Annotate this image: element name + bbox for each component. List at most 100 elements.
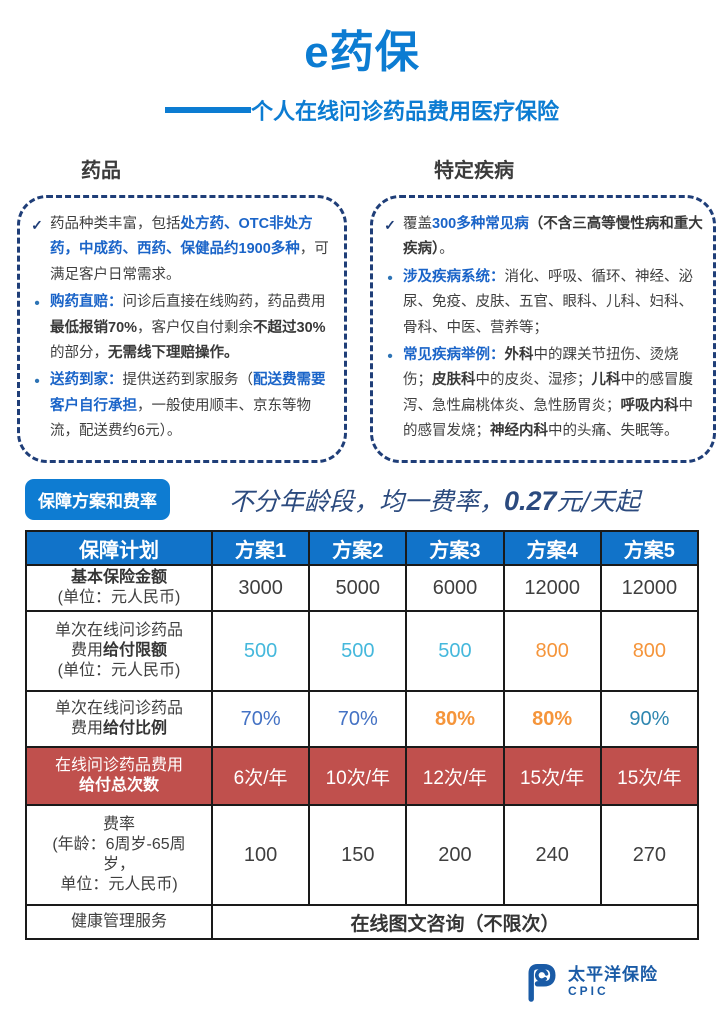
table-row: 单次在线问诊药品 费用给付限额 (单位：元人民币) 500 500 500 800 800 [25, 610, 700, 692]
value-cell: 12000 [502, 564, 602, 612]
value-cell: 10次/年 [308, 746, 408, 806]
feature-text: 涉及疾病系统：消化、呼吸、循环、神经、泌尿、免疫、皮肤、五官、眼科、儿科、妇科、… [403, 265, 703, 341]
feature-column-disease: 特定疾病 ✓ 覆盖300多种常见病（不含三高等慢性病和重大疾病）。 • 涉及疾病系统：… [370, 154, 716, 463]
table-row: 在线问诊药品费用 给付总次数 6次/年 10次/年 12次/年 15次/年 15次/年 [25, 746, 700, 806]
value-cell: 12次/年 [405, 746, 505, 806]
plan-column-header: 方案3 [405, 530, 505, 566]
plan-column-header: 方案5 [599, 530, 700, 566]
value-cell: 500 [210, 610, 311, 692]
rate-tagline-prefix: 不分年龄段，均一费率， [228, 486, 504, 516]
value-cell: 200 [405, 804, 505, 906]
text-segment: 300多种常见病 [432, 216, 529, 232]
value-cell: 80% [502, 690, 602, 748]
text-segment: 神经内科 [490, 423, 548, 439]
table-row: 基本保险金额 (单位：元人民币) 3000 5000 6000 12000 12000 [25, 564, 700, 612]
text-segment: 。 [439, 241, 454, 258]
value-cell: 3000 [210, 564, 311, 612]
value-cell: 70% [308, 690, 408, 748]
cpic-logo-icon [528, 964, 556, 1002]
text-segment: 药品种类丰富，包括 [50, 216, 181, 232]
text-segment: 外科 [504, 346, 534, 363]
footer-brand: 太平洋保险 CPIC [524, 962, 658, 1002]
table-row: 单次在线问诊药品 费用给付比例 70% 70% 80% 80% 90% [25, 690, 700, 748]
feature-text: 常见疾病举例：外科中的踝关节扭伤、烫烧伤；皮肤科中的皮炎、湿疹；儿科中的感冒腹泻… [403, 343, 703, 445]
feature-column-medicine: 药品 ✓ 药品种类丰富，包括处方药、OTC非处方药，中成药、西药、保健品约1900… [17, 154, 347, 463]
brand-name-cn: 太平洋保险 [568, 965, 658, 985]
page-title: e药保 [304, 28, 420, 77]
value-cell: 500 [405, 610, 505, 692]
table-row: 健康管理服务 在线图文咨询（不限次） [25, 904, 699, 940]
check-icon: ✓ [31, 217, 43, 233]
subtitle-dash-line [164, 107, 251, 113]
feature-columns: 药品 ✓ 药品种类丰富，包括处方药、OTC非处方药，中成药、西药、保健品约1900… [0, 154, 724, 463]
bullet-icon: • [387, 269, 393, 287]
row-label: 健康管理服务 [25, 904, 213, 940]
feature-item: • 涉及疾病系统：消化、呼吸、循环、神经、泌尿、免疫、皮肤、五官、眼科、儿科、妇科… [377, 265, 703, 341]
text-segment: 中的踝关节扭伤、烫烧伤； [403, 346, 679, 389]
brand-name-en: CPIC [568, 983, 609, 998]
feature-item: • 购药直赔：问诊后直接在线购药，药品费用最低报销70%，客户仅自付剩余不超过30… [24, 290, 334, 366]
bullet-icon: • [387, 347, 393, 365]
text-segment: 无需线下理赔操作。 [108, 344, 239, 361]
value-cell: 800 [502, 610, 602, 692]
text-segment: ，可满足客户日常需求。 [50, 241, 329, 283]
table-header-row: 保障计划 方案1 方案2 方案3 方案4 方案5 [25, 530, 700, 566]
feature-text: 送药到家：提供送药到家服务（配送费需要客户自行承担，一般使用顺丰、京东等物流，配… [50, 368, 334, 444]
value-cell: 5000 [308, 564, 408, 612]
plans-table-wrap: 保障计划 方案1 方案2 方案3 方案4 方案5 基本保险金额 (单位：元人民币) 3000… [0, 530, 724, 940]
plan-column-header: 方案4 [502, 530, 602, 566]
text-segment: 消化、呼吸、循环、神经、泌尿、免疫、皮肤、五官、眼科、儿科、妇科、骨科、中医、营… [403, 268, 693, 336]
feature-item: • 常见疾病举例：外科中的踝关节扭伤、烫烧伤；皮肤科中的皮炎、湿疹；儿科中的感冒腹… [377, 343, 703, 445]
text-segment: 送药到家： [50, 372, 123, 389]
feature-text: 药品种类丰富，包括处方药、OTC非处方药，中成药、西药、保健品约1900多种，可… [50, 212, 334, 288]
text-segment: 涉及疾病系统： [403, 268, 505, 285]
row-label: 在线问诊药品费用 给付总次数 [25, 746, 213, 806]
text-segment: ，一般使用顺丰、京东等物流，配送费约6元）。 [50, 397, 311, 439]
text-segment: 提供送药到家服务（ [122, 372, 254, 389]
value-cell: 70% [210, 690, 311, 748]
table-corner-header: 保障计划 [25, 530, 213, 566]
value-cell: 150 [308, 804, 408, 906]
value-cell: 80% [405, 690, 505, 748]
value-cell: 6次/年 [210, 746, 311, 806]
text-segment: 皮肤科 [432, 372, 476, 389]
value-cell: 240 [502, 804, 602, 906]
plans-band: 保障方案和费率 不分年龄段，均一费率，0.27元/天起 [0, 479, 724, 520]
value-cell: 12000 [599, 564, 700, 612]
feature-text: 覆盖300多种常见病（不含三高等慢性病和重大疾病）。 [403, 212, 703, 263]
value-cell: 270 [599, 804, 700, 906]
bullet-icon: • [34, 295, 40, 313]
feature-header-disease: 特定疾病 [434, 160, 514, 182]
value-cell: 800 [599, 610, 700, 692]
brand-text: 太平洋保险 CPIC [568, 965, 658, 998]
feature-box-disease: ✓ 覆盖300多种常见病（不含三高等慢性病和重大疾病）。 • 涉及疾病系统：消化、呼吸… [370, 195, 716, 463]
value-cell: 15次/年 [599, 746, 700, 806]
value-cell: 6000 [405, 564, 505, 612]
rate-tagline-price: 0.27 [504, 485, 557, 516]
row-label: 费率 (年龄：6周岁-65周 岁， 单位：元人民币) [25, 804, 213, 906]
feature-text: 购药直赔：问诊后直接在线购药，药品费用最低报销70%，客户仅自付剩余不超过30%… [50, 290, 334, 366]
text-segment: 中的感冒腹泻、急性扁桃体炎、急性肠胃炎； [403, 372, 693, 414]
feature-box-medicine: ✓ 药品种类丰富，包括处方药、OTC非处方药，中成药、西药、保健品约1900多种，… [17, 195, 347, 463]
text-segment: 购药直赔： [50, 294, 123, 311]
text-segment: 覆盖 [403, 216, 432, 232]
row-label: 单次在线问诊药品 费用给付限额 (单位：元人民币) [25, 610, 213, 692]
text-segment: 处方药、OTC非处方药，中成药、西药、保健品约1900多种 [50, 216, 313, 258]
text-segment: 问诊后直接在线购药，药品费用 [122, 294, 326, 311]
table-row: 费率 (年龄：6周岁-65周 岁， 单位：元人民币) 100 150 200 240 270 [25, 804, 700, 906]
page-subtitle: 个人在线问诊药品费用医疗保险 [250, 99, 559, 124]
bullet-icon: • [34, 373, 40, 391]
value-cell: 15次/年 [502, 746, 602, 806]
value-cell: 90% [599, 690, 700, 748]
text-segment: 儿科 [591, 372, 621, 389]
merged-value-cell: 在线图文咨询（不限次） [211, 904, 699, 940]
text-segment: 的部分， [50, 344, 108, 361]
text-segment: 不超过30% [253, 319, 326, 336]
value-cell: 500 [308, 610, 408, 692]
text-segment: 配送费需要客户自行承担 [50, 372, 326, 414]
text-segment: 呼吸内科 [620, 397, 679, 414]
check-icon: ✓ [384, 217, 396, 233]
text-segment: 常见疾病举例： [403, 346, 505, 363]
rate-tagline-suffix: 元/天起 [556, 486, 640, 516]
